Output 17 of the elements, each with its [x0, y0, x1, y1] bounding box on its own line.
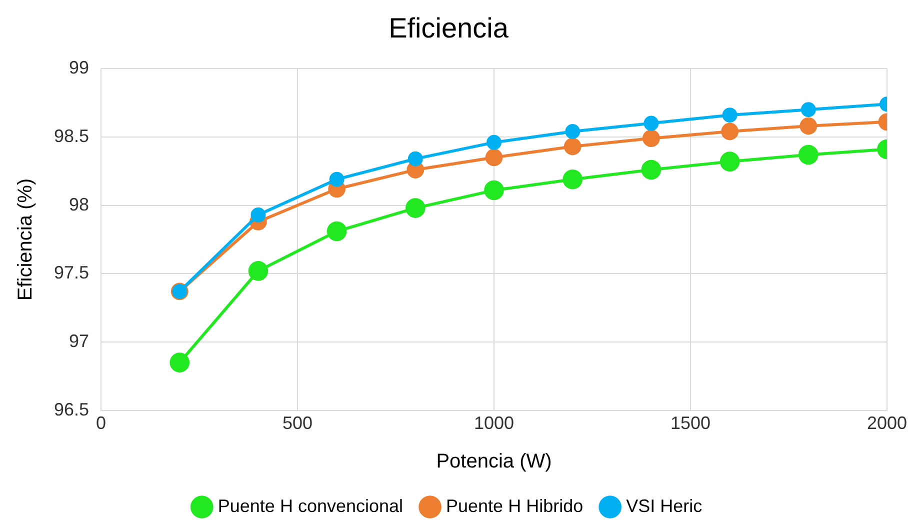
legend-label: Puente H Hibrido	[446, 496, 584, 516]
y-tick-label: 98.5	[54, 126, 90, 146]
x-tick-label: 1500	[670, 413, 711, 434]
x-tick-label: 500	[282, 413, 313, 434]
y-tick-label: 97.5	[54, 262, 90, 283]
x-axis-title: Potencia (W)	[436, 450, 552, 473]
y-axis-title: Eficiencia (%)	[14, 178, 37, 301]
legend-label: Puente H convencional	[218, 496, 404, 516]
legend-label: VSI Heric	[626, 496, 702, 516]
y-tick-label: 96.5	[54, 399, 90, 420]
x-tick-label: 0	[96, 413, 106, 434]
x-tick-label: 2000	[866, 413, 908, 434]
y-tick-label: 97	[69, 331, 90, 352]
x-tick-label: 1000	[474, 413, 514, 434]
y-tick-label: 99	[69, 58, 90, 78]
y-tick-label: 98	[69, 194, 90, 214]
chart-title: Eficiencia	[388, 12, 509, 44]
